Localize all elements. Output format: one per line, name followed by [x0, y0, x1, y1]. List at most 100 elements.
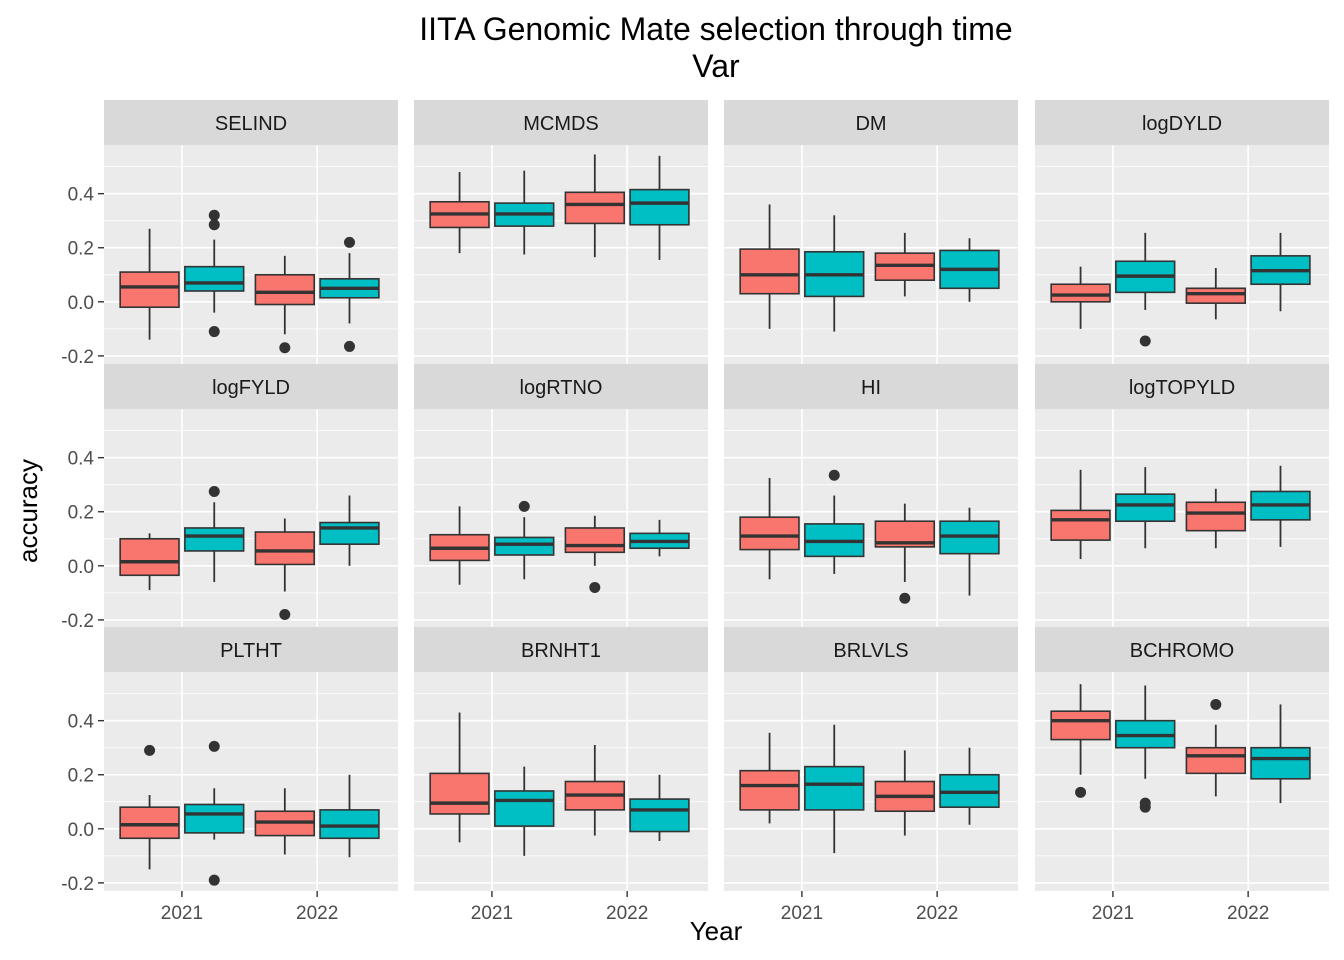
- facet-strip: [414, 364, 708, 409]
- outlier-point: [1139, 335, 1151, 347]
- boxplot-box: [939, 507, 1000, 596]
- outlier-point: [589, 581, 601, 593]
- facet-panel: logTOPYLD: [1035, 364, 1329, 628]
- boxplot-box: [1250, 465, 1311, 547]
- box-iqr: [564, 191, 626, 225]
- box-iqr: [429, 772, 490, 815]
- facet-strip: [724, 364, 1018, 409]
- facet-strip: [104, 627, 398, 672]
- outlier-point: [208, 219, 220, 231]
- boxplot-box: [1050, 266, 1111, 329]
- panel-background: [414, 145, 708, 364]
- facet-strip-label: logDYLD: [1142, 113, 1222, 135]
- y-tick-label: 0.0: [68, 557, 94, 578]
- boxplot-box: [184, 485, 245, 583]
- box-iqr: [564, 527, 626, 554]
- facet-panel: PLTHT -0.2 0.0 0.2 0.4 2021 2022: [61, 627, 398, 924]
- boxplot-box: [119, 228, 180, 340]
- facet-panel: logRTNO: [414, 364, 708, 628]
- panel-background: [104, 409, 398, 628]
- y-tick-label: 0.2: [68, 503, 94, 524]
- boxplot-box: [429, 712, 490, 843]
- boxplot-box: [874, 232, 936, 297]
- boxplot-box: [1115, 467, 1176, 549]
- boxplot-box: [119, 533, 180, 591]
- boxplot-box: [564, 154, 626, 258]
- box-iqr: [119, 271, 180, 309]
- x-tick-label: 2021: [781, 903, 823, 924]
- facet-strip: [1035, 364, 1329, 409]
- boxplot-box: [564, 515, 626, 593]
- facet-strip-label: logFYLD: [212, 377, 290, 399]
- box-iqr: [629, 188, 690, 226]
- y-tick-label: 0.2: [68, 239, 94, 260]
- box-iqr: [1250, 746, 1311, 780]
- facet-strip: [414, 100, 708, 145]
- facet-strip-label: HI: [861, 377, 881, 399]
- boxplot-box: [629, 519, 690, 557]
- box-iqr: [184, 803, 245, 834]
- boxplot-box: [254, 255, 316, 354]
- y-tick-label: 0.4: [68, 185, 95, 206]
- boxplot-box: [1185, 698, 1247, 797]
- facet-panel: logFYLD -0.2 0.0 0.2 0.4: [61, 364, 398, 632]
- facet-strip-label: SELIND: [215, 113, 287, 135]
- facet-panel: BCHROMO 2021 2022: [1035, 627, 1329, 924]
- box-iqr: [1185, 746, 1247, 775]
- box-iqr: [739, 516, 800, 551]
- boxplot-box: [319, 774, 380, 858]
- facet-panel: logDYLD: [1035, 100, 1329, 364]
- outlier-point: [1139, 801, 1151, 813]
- outlier-point: [343, 236, 355, 248]
- boxplot-box: [874, 750, 936, 836]
- box-iqr: [254, 531, 316, 566]
- facet-strip-label: PLTHT: [220, 640, 282, 662]
- x-tick-label: 2022: [606, 903, 648, 924]
- outlier-point: [208, 485, 220, 497]
- boxplot-box: [494, 170, 555, 255]
- boxplot-box: [629, 155, 690, 260]
- y-tick-label: -0.2: [61, 611, 94, 632]
- boxplot-box: [939, 747, 1000, 825]
- chart-title: IITA Genomic Mate selection through time: [419, 11, 1012, 47]
- panel-background: [1035, 145, 1329, 364]
- facet-panel: SELIND -0.2 0.0 0.2 0.4: [61, 100, 398, 368]
- outlier-point: [279, 608, 291, 620]
- box-iqr: [1050, 283, 1111, 303]
- facet-strip-label: MCMDS: [523, 113, 599, 135]
- outlier-point: [144, 744, 156, 756]
- outlier-point: [208, 740, 220, 752]
- facet-strip-label: logTOPYLD: [1129, 377, 1235, 399]
- boxplot-box: [494, 766, 555, 856]
- box-iqr: [184, 265, 245, 292]
- outlier-point: [208, 209, 220, 221]
- outlier-point: [208, 326, 220, 338]
- panel-background: [104, 672, 398, 891]
- box-iqr: [804, 765, 865, 811]
- boxplot-box: [1050, 684, 1111, 798]
- outlier-point: [828, 469, 840, 481]
- outlier-point: [208, 874, 220, 886]
- facet-strip: [104, 100, 398, 145]
- boxplot-box: [184, 740, 245, 886]
- boxplot-box: [494, 500, 555, 580]
- box-iqr: [1050, 509, 1111, 541]
- boxplot-box: [429, 506, 490, 585]
- y-tick-label: 0.4: [68, 712, 95, 733]
- boxplot-box: [254, 788, 316, 855]
- boxplot-box: [319, 236, 380, 352]
- box-iqr: [119, 537, 180, 577]
- y-tick-label: 0.0: [68, 820, 94, 841]
- outlier-point: [343, 340, 355, 352]
- facet-panel: BRLVLS 2021 2022: [724, 627, 1018, 924]
- x-axis-label: Year: [690, 916, 743, 946]
- boxplot-box: [804, 215, 865, 332]
- facet-panel: MCMDS: [414, 100, 708, 364]
- box-iqr: [1185, 501, 1247, 532]
- boxplot-box: [804, 469, 865, 574]
- boxplot-box: [1185, 268, 1247, 320]
- facet-strip-label: logRTNO: [520, 377, 603, 399]
- boxplot-box: [1250, 704, 1311, 804]
- chart-subtitle: Var: [692, 48, 740, 84]
- box-iqr: [1185, 287, 1247, 304]
